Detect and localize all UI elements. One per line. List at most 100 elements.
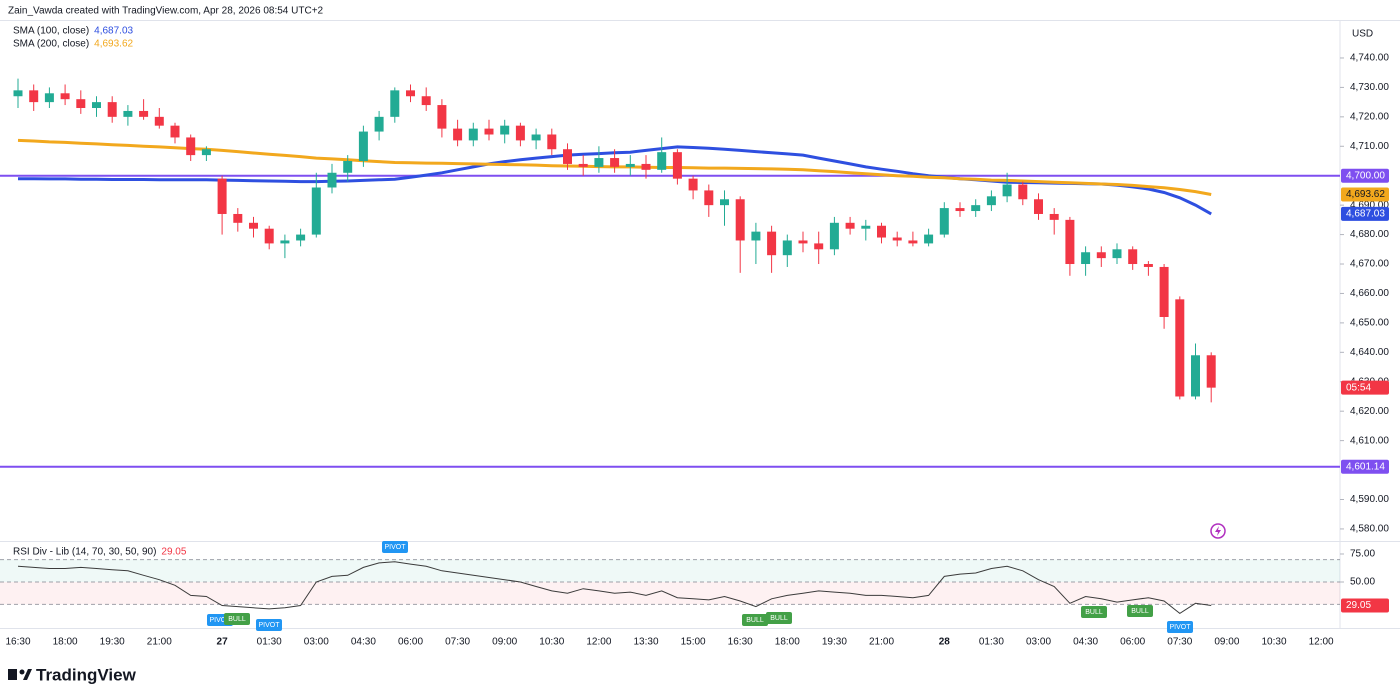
- candle-body: [955, 208, 965, 212]
- candle-body: [1049, 213, 1059, 220]
- candle-body: [107, 102, 117, 117]
- candle-body: [1175, 299, 1185, 397]
- candle-body: [249, 222, 258, 229]
- legend-label: SMA (100, close): [13, 26, 89, 37]
- candle-body: [123, 110, 133, 117]
- candle-body: [170, 125, 180, 138]
- x-tick-label: 04:30: [351, 637, 376, 648]
- candle-body: [547, 134, 557, 150]
- candle-body: [264, 228, 274, 244]
- signal-label: BULL: [1085, 609, 1103, 616]
- candle-body: [217, 178, 227, 214]
- sma-tag-bg: [1341, 187, 1389, 202]
- y-tick-label: 4,740.00: [1350, 53, 1389, 64]
- candle-body: [924, 234, 934, 244]
- logo: [8, 669, 32, 680]
- y-tick-label: 4,730.00: [1350, 82, 1389, 93]
- legend-label: SMA (200, close): [13, 39, 89, 50]
- x-tick-label: 09:00: [492, 637, 517, 648]
- y-tick-label: 4,610.00: [1350, 435, 1389, 446]
- candle-body: [186, 137, 196, 156]
- candle-body: [1159, 266, 1169, 317]
- candle-body: [1081, 252, 1091, 265]
- x-tick-label: 06:00: [398, 637, 423, 648]
- candle-body: [641, 163, 651, 170]
- candle-body: [280, 240, 290, 244]
- candle-body: [814, 243, 824, 250]
- candle-body: [343, 160, 353, 173]
- candle-body: [720, 199, 729, 206]
- candle-body: [1112, 249, 1122, 259]
- candle-body: [437, 105, 447, 129]
- sma-tag: 4,693.62: [1346, 189, 1385, 200]
- x-tick-label: 07:30: [1167, 637, 1192, 648]
- candle-body: [877, 225, 886, 238]
- candle-body: [500, 125, 510, 135]
- y-tick-label: 4,680.00: [1350, 229, 1389, 240]
- signal-label: PIVOT: [1169, 624, 1191, 631]
- x-tick-label: 10:30: [539, 637, 564, 648]
- x-tick-label: 27: [217, 637, 229, 648]
- x-tick-label: 16:30: [728, 637, 753, 648]
- candle-body: [672, 152, 682, 179]
- candle-body: [139, 110, 149, 117]
- candle-body: [782, 240, 792, 256]
- candle-body: [610, 158, 620, 167]
- hline-tag: 4,700.00: [1346, 170, 1385, 181]
- x-tick-label: 12:00: [586, 637, 611, 648]
- rsi-band-upper: [0, 559, 1340, 582]
- candle-body: [406, 90, 415, 97]
- candle-body: [1002, 184, 1012, 197]
- brand: TradingView: [36, 665, 137, 684]
- candle-body: [358, 131, 368, 161]
- candle-body: [531, 134, 541, 141]
- signal-label: PIVOT: [258, 622, 280, 629]
- candle-body: [1096, 252, 1106, 259]
- signal-label: BULL: [1131, 608, 1149, 615]
- candle-body: [971, 205, 981, 212]
- credit: Zain_Vawda created with TradingView.com,…: [8, 6, 324, 17]
- candle-body: [845, 222, 855, 229]
- candle-body: [1206, 355, 1216, 388]
- candle-body: [201, 149, 211, 156]
- candle-body: [829, 222, 839, 250]
- signal-label-bg: [1081, 606, 1107, 618]
- x-tick-label: 15:00: [681, 637, 706, 648]
- candle-body: [374, 116, 384, 132]
- y-tick-label: 4,640.00: [1350, 347, 1389, 358]
- x-tick-label: 19:30: [822, 637, 847, 648]
- x-tick-label: 12:00: [1309, 637, 1334, 648]
- candle-body: [767, 231, 777, 256]
- candle-body: [390, 90, 400, 117]
- y-tick-label: 4,660.00: [1350, 288, 1389, 299]
- candle-body: [1018, 184, 1028, 200]
- candle-body: [1191, 355, 1200, 397]
- x-tick-label: 03:00: [304, 637, 329, 648]
- signal-label-bg: [256, 619, 282, 631]
- candle-body: [735, 199, 745, 241]
- candle-body: [594, 158, 604, 167]
- y-tick-label: 4,720.00: [1350, 111, 1389, 122]
- hline-tag-bg: [1341, 459, 1389, 474]
- y-tick-label: 75.00: [1350, 549, 1375, 560]
- candle-body: [688, 178, 698, 191]
- alert-icon: [1210, 523, 1226, 539]
- y-tick-label: 4,670.00: [1350, 259, 1389, 270]
- x-tick-label: 21:00: [869, 637, 894, 648]
- rsi-value: 29.05: [161, 547, 186, 558]
- candle-body: [60, 93, 70, 100]
- x-tick-label: 10:30: [1261, 637, 1286, 648]
- countdown-tag: 05:54: [1346, 382, 1371, 393]
- x-tick-label: 21:00: [147, 637, 172, 648]
- candle-body: [453, 128, 463, 141]
- candle-body: [1128, 249, 1138, 265]
- sma-tag: 4,687.03: [1346, 209, 1385, 220]
- signal-label: BULL: [746, 617, 764, 624]
- candle-body: [751, 231, 761, 241]
- candle-body: [986, 196, 996, 206]
- candle-body: [233, 213, 243, 223]
- candle-body: [421, 96, 431, 106]
- x-tick-label: 13:30: [633, 637, 658, 648]
- y-tick-label: 4,590.00: [1350, 494, 1389, 505]
